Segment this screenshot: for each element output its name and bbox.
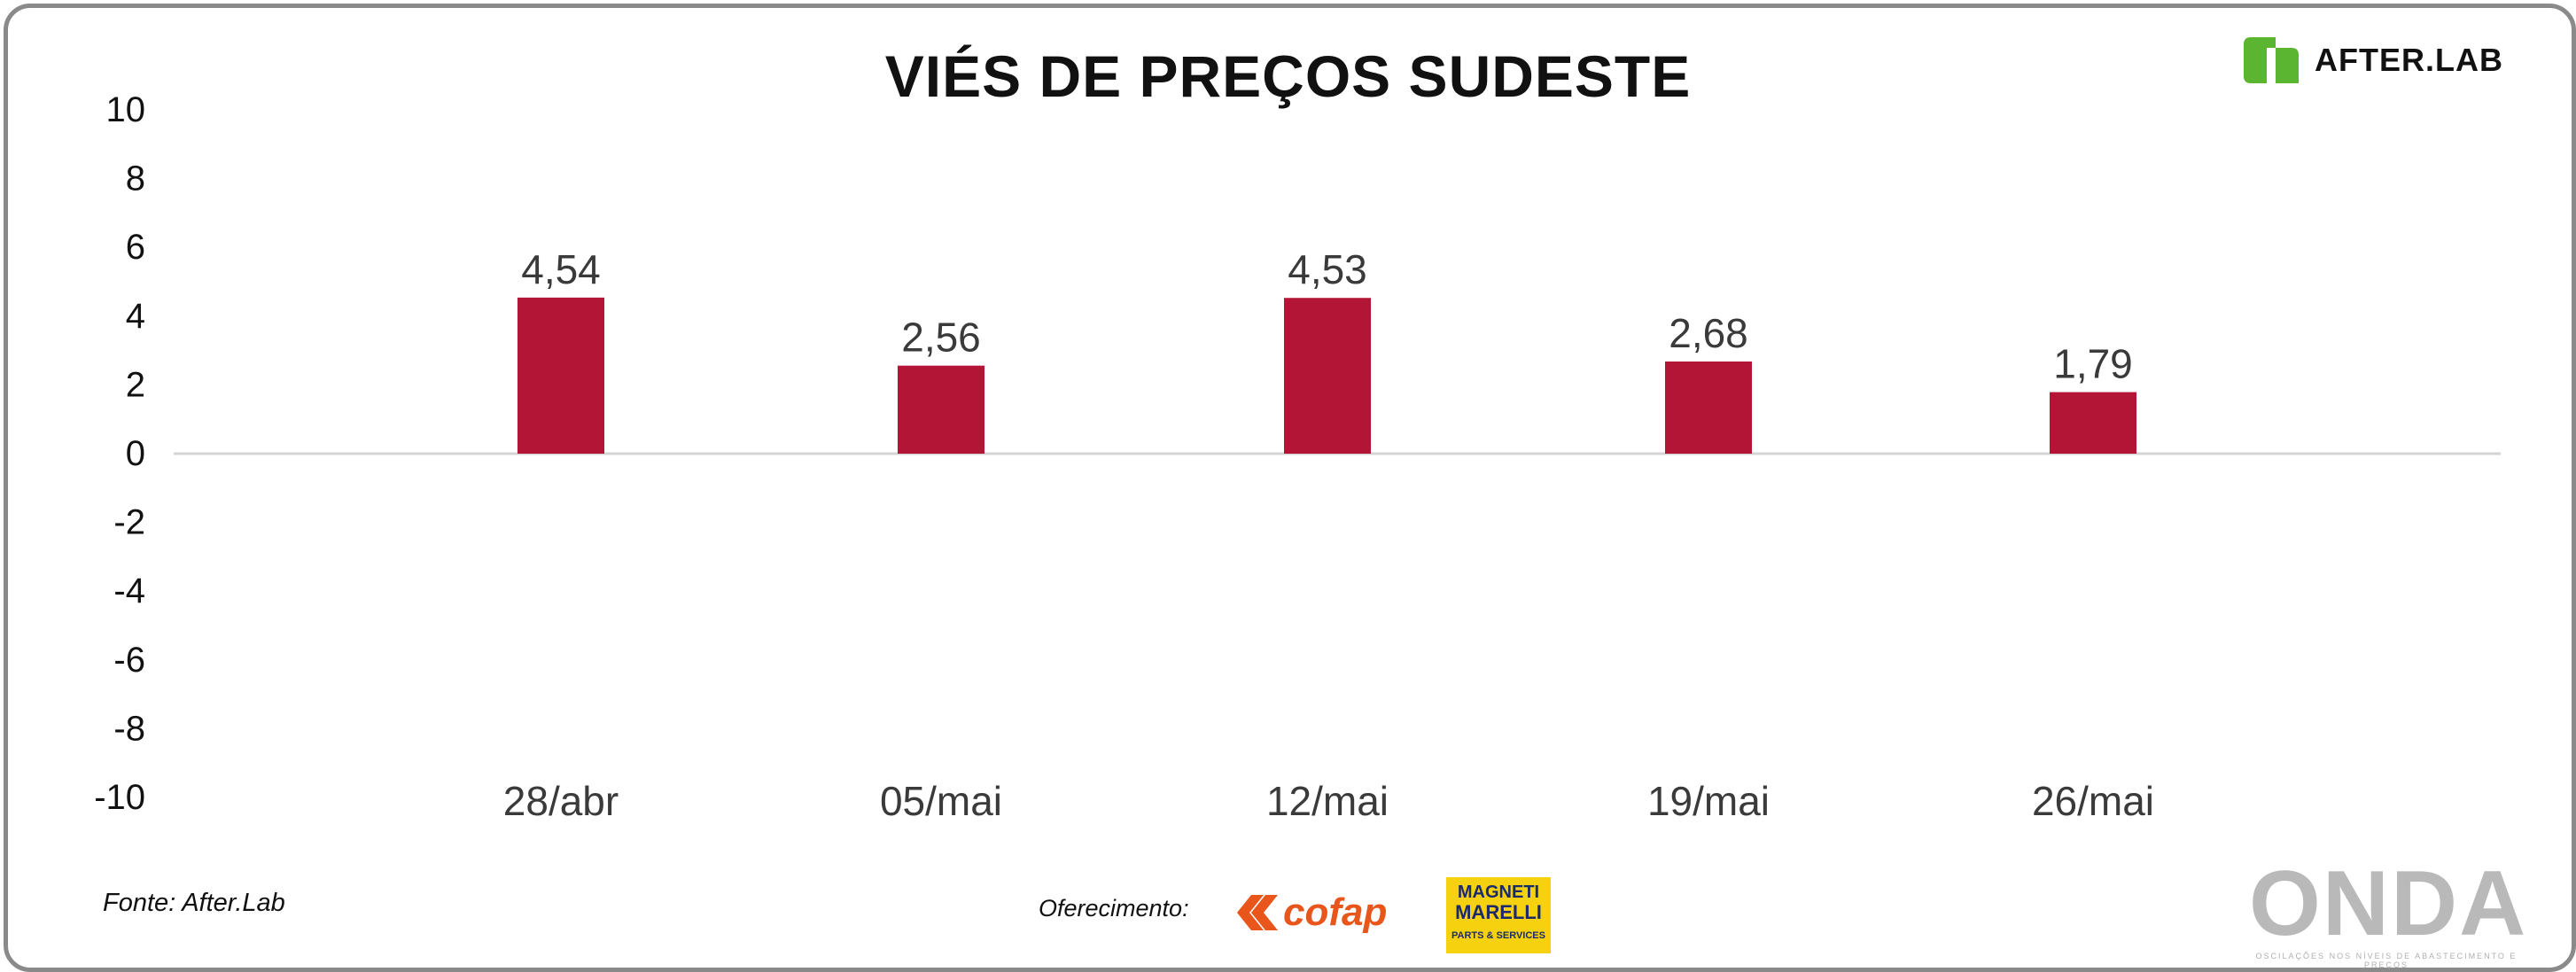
- magneti-logo-line2: MARELLI: [1455, 901, 1542, 923]
- y-tick-label: -2: [113, 503, 145, 542]
- afterlab-logo-text: AFTER.LAB: [2315, 42, 2503, 78]
- y-tick-label: -6: [113, 641, 145, 680]
- chart-frame: [4, 4, 2576, 972]
- bar: [518, 297, 604, 454]
- x-tick-label: 28/abr: [503, 778, 619, 824]
- magneti-marelli-logo: MAGNETI MARELLI PARTS & SERVICES: [1446, 877, 1551, 953]
- y-tick-label: 4: [126, 297, 145, 336]
- y-tick-label: 8: [126, 159, 145, 198]
- x-tick-label: 05/mai: [880, 778, 1002, 824]
- y-tick-label: 10: [106, 90, 146, 129]
- data-label: 4,54: [521, 246, 601, 292]
- magneti-logo-line3: PARTS & SERVICES: [1451, 930, 1545, 941]
- x-tick-label: 26/mai: [2032, 778, 2154, 824]
- bar: [898, 365, 984, 454]
- chart-title: VIÉS DE PREÇOS SUDESTE: [884, 43, 1692, 109]
- onda-logo-text: ONDA: [2249, 852, 2528, 955]
- bar: [2050, 392, 2136, 454]
- y-tick-label: -4: [113, 572, 145, 610]
- bar: [1284, 298, 1371, 454]
- cofap-logo-text: cofap: [1283, 890, 1388, 934]
- sponsor-label: Oferecimento:: [1039, 895, 1189, 921]
- y-tick-label: -8: [113, 709, 145, 748]
- source-note: Fonte: After.Lab: [103, 889, 285, 917]
- x-tick-label: 19/mai: [1647, 778, 1770, 824]
- afterlab-logo: AFTER.LAB: [2240, 35, 2503, 85]
- y-tick-label: 2: [126, 365, 145, 404]
- x-tick-label: 12/mai: [1266, 778, 1389, 824]
- magneti-logo-line1: MAGNETI: [1457, 883, 1540, 902]
- onda-tagline: OSCILAÇÕES NOS NÍVEIS DE ABASTECIMENTO E…: [2255, 952, 2518, 969]
- y-tick-label: -10: [94, 778, 145, 817]
- bar: [1665, 362, 1752, 454]
- cofap-chevron-icon: [1237, 895, 1278, 930]
- data-label: 2,56: [901, 315, 981, 361]
- data-label: 2,68: [1669, 310, 1748, 356]
- afterlab-leaf-icon: [2244, 37, 2299, 83]
- onda-logo: ONDA OSCILAÇÕES NOS NÍVEIS DE ABASTECIME…: [2249, 852, 2528, 969]
- cofap-logo: cofap: [1237, 886, 1387, 939]
- data-label: 4,53: [1288, 246, 1367, 292]
- y-tick-label: 0: [126, 434, 145, 473]
- data-label: 1,79: [2053, 341, 2133, 387]
- y-tick-label: 6: [126, 228, 145, 267]
